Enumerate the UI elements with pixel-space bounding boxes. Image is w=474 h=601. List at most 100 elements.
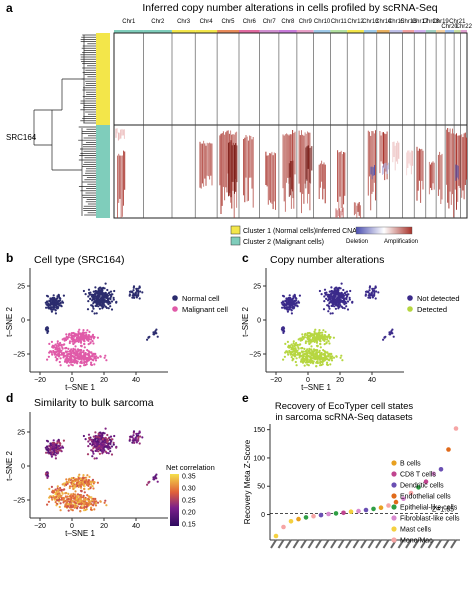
chromosome-label: Chr6 [243,19,257,25]
cna-streak [447,128,449,203]
cell-point [281,306,284,309]
cell-point [48,342,51,345]
colorbar-tick-label: 0.30 [182,486,196,493]
cna-streak [266,155,268,187]
cell-point [48,444,51,447]
cell-point [91,310,94,313]
cell-point [103,356,106,359]
x-tick-stub [307,539,315,549]
cell-point [110,308,114,311]
cna-streak [440,155,442,204]
cna-streak [272,155,274,210]
cell-point [281,303,284,306]
cell-point [61,301,65,304]
cell-point [78,328,81,331]
cell-point [132,289,135,292]
cell-point [46,328,49,331]
cell-point [311,360,314,363]
cell-point [58,304,61,307]
cell-point [307,338,310,341]
cell-point [320,293,323,296]
cell-point [107,442,110,445]
cell-point [307,334,310,337]
cell-point [54,303,58,306]
cell-point [288,300,291,303]
cell-point [101,440,104,443]
cell-point [79,340,83,343]
cna-streak [225,132,227,188]
chromosome-color-bar [347,30,364,33]
cell-point [323,337,326,340]
cna-streak [448,132,450,209]
cell-point [99,355,102,358]
cell-point [131,291,134,294]
cell-point [82,476,85,480]
cell-point [58,505,61,509]
cell-point [52,491,56,494]
cell-point [52,300,55,303]
cna-streak [220,133,222,214]
cell-point [87,288,91,291]
cell-point [94,431,97,434]
cell-point [337,293,340,296]
x-tick-label: 40 [132,523,140,530]
cna-streak [226,130,228,193]
cell-point [63,343,66,346]
cna-streak [298,130,300,184]
cell-point [81,496,85,499]
cell-point [80,506,83,510]
cell-point [73,503,76,506]
cell-point [68,486,71,490]
legend-swatch [391,493,397,499]
cell-point [329,363,332,366]
legend-cluster1-swatch [230,225,241,235]
x-tick-stub [270,539,277,549]
cell-point [106,433,109,437]
cell-point [83,346,86,349]
cell-point [52,304,55,307]
cell-point [112,443,115,446]
legend-swatch [391,504,397,510]
cell-point [296,344,299,347]
cell-point [67,347,70,350]
y-tick-label: 0 [257,318,261,325]
cell-point [94,497,97,501]
cna-streak [210,143,212,176]
cell-point [55,504,58,507]
cell-point [91,455,94,458]
cell-point [49,350,52,353]
cell-point [327,333,331,336]
legend-swatch [391,526,397,532]
cell-point [303,336,306,339]
zscore-point [446,447,451,452]
cell-point [106,288,109,292]
zscore-point [393,499,399,505]
cell-point [60,351,64,355]
cell-point [87,433,91,436]
cell-point [54,457,58,460]
cell-point [91,354,94,357]
cell-point [65,478,68,481]
cna-streak [121,155,123,217]
cell-point [303,360,306,363]
cna-streak [370,166,372,175]
cell-point [54,356,57,359]
zscore-point [348,509,354,514]
cna-streak [120,155,122,218]
cna-streak [311,146,313,171]
cell-point [74,345,77,348]
cell-point [64,347,67,350]
chromosome-label: Chr15 [388,19,405,25]
cna-streak [441,153,443,200]
zscore-point [363,507,369,513]
cell-point [342,288,345,292]
cna-streak [343,152,345,205]
cell-point [345,296,348,299]
cluster1-sidebar [96,33,110,125]
cell-point [62,352,65,356]
panel-e-legend: B cells CD8 T cells Dendritic cells Endothe… [391,460,460,545]
cell-point [155,328,158,331]
cell-point [79,333,82,336]
cell-point [335,286,338,289]
